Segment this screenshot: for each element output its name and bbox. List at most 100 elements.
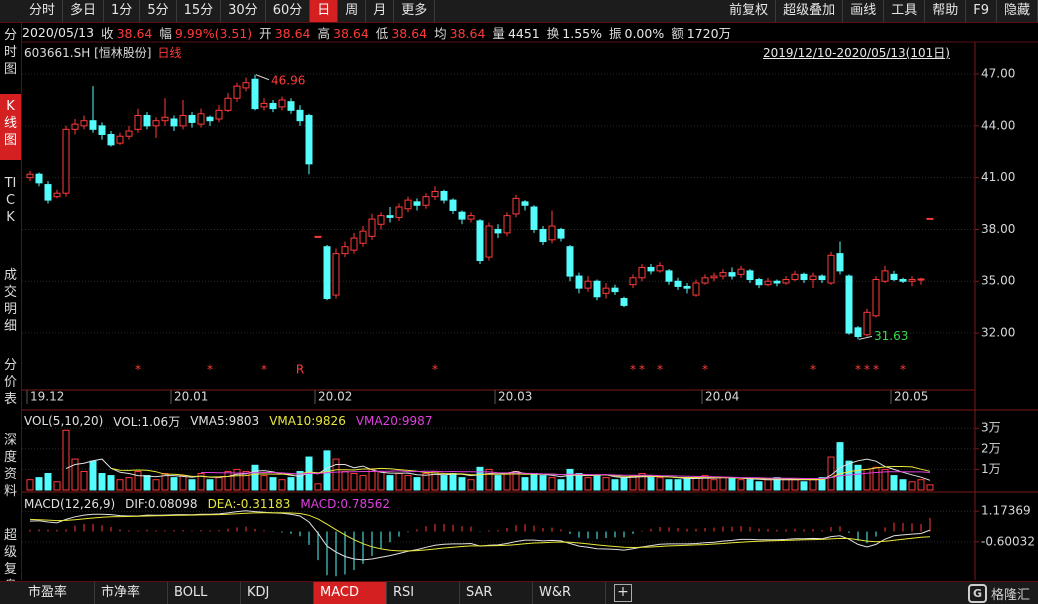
- period-tab[interactable]: 60分: [266, 0, 311, 22]
- indicator-tab[interactable]: KDJ: [241, 582, 314, 604]
- sidebar-tab[interactable]: 分价表: [3, 358, 17, 407]
- candle-body: [530, 206, 538, 230]
- volume-bar: [224, 470, 232, 491]
- candle-body: [638, 266, 646, 279]
- candle-body: [44, 184, 52, 201]
- y-tick-label: 41.00: [981, 170, 1015, 184]
- sidebar-tab[interactable]: 成交明细: [3, 268, 17, 334]
- volume-bar: [755, 481, 763, 491]
- volume-bar: [296, 470, 304, 491]
- candle-body: [503, 215, 511, 234]
- period-tab[interactable]: 多日: [63, 0, 105, 22]
- volume-bar: [44, 473, 52, 491]
- period-tab[interactable]: 5分: [140, 0, 177, 22]
- period-tab[interactable]: 日: [310, 0, 339, 22]
- y-tick-label: 1.17369: [981, 504, 1031, 518]
- candle-body: [836, 253, 844, 272]
- candle-body: [593, 280, 601, 298]
- volume-bar: [449, 473, 457, 491]
- sidebar-tab[interactable]: TICK: [4, 176, 17, 225]
- period-tab[interactable]: 更多: [394, 0, 436, 22]
- candle-body: [764, 280, 772, 286]
- y-tick-label: 35.00: [981, 274, 1015, 288]
- tool-button[interactable]: 帮助: [925, 0, 967, 22]
- tool-button[interactable]: 前复权: [722, 0, 777, 22]
- volume-bar: [278, 479, 286, 491]
- period-tab[interactable]: 30分: [221, 0, 266, 22]
- candle-body: [620, 298, 628, 306]
- y-tick-label: 3万: [981, 421, 1001, 435]
- period-tab[interactable]: 15分: [177, 0, 222, 22]
- period-tab[interactable]: 月: [366, 0, 395, 22]
- x-tick-label: 20.01: [174, 390, 208, 404]
- y-tick-label: 1万: [981, 462, 1001, 476]
- sidebar-tab[interactable]: 分时图: [3, 28, 17, 77]
- volume-bar: [557, 479, 565, 491]
- candle-body: [440, 190, 448, 201]
- candle-body: [341, 246, 349, 255]
- date-range[interactable]: 2019/12/10-2020/05/13(101日): [763, 46, 950, 60]
- quote-value: 4451: [507, 26, 540, 41]
- indicator-tab[interactable]: MACD: [314, 582, 387, 604]
- candle-body: [224, 97, 232, 111]
- sidebar-tab[interactable]: 深度资料: [3, 433, 17, 499]
- tool-button[interactable]: F9: [966, 0, 997, 22]
- y-tick-label: 32.00: [981, 326, 1015, 340]
- sidebar-tab[interactable]: K线图: [0, 94, 21, 160]
- stock-name: 603661.SH [恒林股份] 日线: [24, 43, 181, 61]
- header-item: VOL:1.06万: [113, 414, 181, 429]
- candle-body: [701, 277, 709, 284]
- quote-value: 38.64: [274, 26, 311, 41]
- indicator-tab[interactable]: W&R: [533, 582, 606, 604]
- candle-body: [116, 135, 124, 144]
- quote-label: 均: [434, 26, 447, 41]
- volume-bar: [107, 475, 115, 491]
- period-tab[interactable]: 1分: [104, 0, 141, 22]
- add-tab[interactable]: +: [614, 584, 632, 602]
- indicator-tab[interactable]: RSI: [387, 582, 460, 604]
- quote-value: 1.55%: [562, 26, 602, 41]
- tool-button[interactable]: 工具: [884, 0, 926, 22]
- candle-body: [404, 199, 412, 210]
- tool-button[interactable]: 超级叠加: [776, 0, 844, 22]
- quote-bar: 2020/05/13 收 38.64 幅 9.99%(3.51) 开 38.64 高 38.6…: [22, 23, 731, 42]
- quote-value: 1720万: [686, 26, 732, 41]
- volume-bar: [818, 477, 826, 491]
- candle-body: [791, 273, 799, 281]
- volume-bar: [503, 473, 511, 491]
- candle-body: [368, 218, 376, 237]
- candle-body: [782, 279, 790, 284]
- volume-bar: [548, 477, 556, 491]
- candle-body: [215, 109, 223, 120]
- stock-code: 603661.SH [恒林股份]: [24, 45, 152, 60]
- indicator-tab[interactable]: 市净率: [95, 582, 168, 604]
- y-tick-label: 2万: [981, 441, 1001, 455]
- candle-body: [143, 115, 151, 127]
- volume-bar: [62, 429, 70, 491]
- candle-body: [134, 115, 142, 130]
- period-tab[interactable]: 周: [338, 0, 367, 22]
- volume-bar: [728, 477, 736, 491]
- volume-bar: [584, 477, 592, 491]
- volume-bar: [287, 477, 295, 491]
- quote-value: 0.00%: [624, 26, 665, 41]
- volume-bar: [458, 477, 466, 491]
- quote-label: 换: [546, 26, 560, 41]
- candle-body: [512, 197, 520, 215]
- indicator-tab[interactable]: BOLL: [168, 582, 241, 604]
- volume-bar: [494, 475, 502, 491]
- volume-bar: [368, 468, 376, 491]
- quote-item: 额 1720万: [671, 23, 731, 42]
- quote-label: 开: [259, 26, 272, 41]
- tool-button[interactable]: 隐藏: [997, 0, 1038, 22]
- quote-label: 量: [492, 26, 505, 41]
- candle-body: [422, 196, 430, 206]
- tool-button[interactable]: 画线: [843, 0, 885, 22]
- volume-bar: [143, 475, 151, 491]
- candle-body: [575, 275, 583, 289]
- volume-bar: [26, 479, 34, 491]
- indicator-tab[interactable]: SAR: [460, 582, 533, 604]
- chart: 47.00 44.00 41.00 38.00 35.00 32.00 19.12 20.01…: [22, 41, 1038, 580]
- indicator-tab[interactable]: 市盈率: [22, 582, 95, 604]
- period-tab[interactable]: 分时: [22, 0, 64, 22]
